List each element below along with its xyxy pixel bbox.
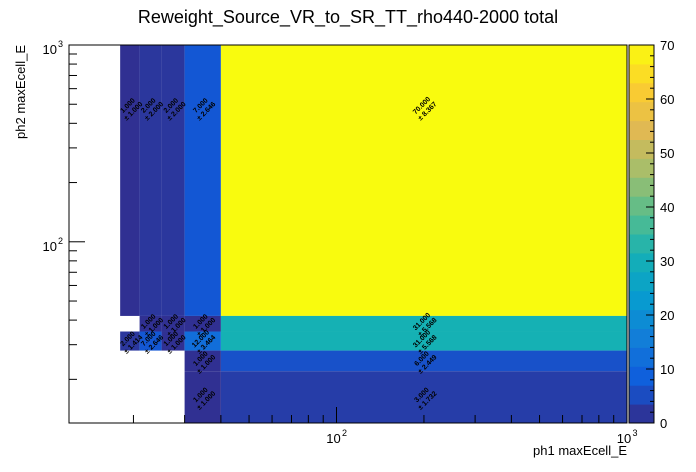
colorbar-band [629, 290, 654, 311]
colorbar-band [629, 196, 654, 216]
heatmap-cell [120, 331, 140, 351]
colorbar-band [629, 120, 654, 140]
x-tick-label: 10 [617, 431, 631, 446]
heatmap-cell [184, 331, 221, 351]
colorbar-band [629, 234, 654, 254]
heatmap-cell [139, 331, 162, 351]
colorbar-frame [628, 44, 655, 424]
chart-title: Reweight_Source_VR_to_SR_TT_rho440-2000 … [138, 7, 558, 28]
heatmap-cell [184, 315, 221, 332]
colorbar-tick-label: 40 [660, 200, 674, 215]
heatmap-cell [184, 350, 221, 372]
heatmap-cells [120, 45, 628, 423]
colorbar-tick-label: 20 [660, 308, 674, 323]
heatmap-cell [184, 45, 221, 316]
colorbar-band [629, 139, 654, 159]
heatmap-cell [220, 45, 628, 316]
heatmap-cell [139, 315, 162, 332]
colorbar-band [629, 158, 654, 178]
heatmap-cell [220, 350, 628, 372]
heatmap-cell [120, 45, 140, 316]
colorbar-band [629, 82, 654, 103]
heatmap-cell [220, 371, 628, 423]
colorbar-band [629, 309, 654, 329]
heatmap-cell [161, 45, 185, 316]
colorbar-band [629, 63, 654, 84]
colorbar-band [629, 366, 654, 386]
y-tick-exponent: 2 [58, 236, 63, 246]
colorbar-tick-label: 70 [660, 38, 674, 53]
y-tick-exponent: 3 [58, 39, 63, 49]
colorbar-tick-label: 30 [660, 254, 674, 269]
x-axis-label: ph1 maxEcell_E [533, 443, 627, 458]
colorbar-band [629, 45, 654, 65]
colorbar-band [629, 271, 654, 292]
heatmap-cell [184, 371, 221, 423]
colorbar-band [629, 347, 654, 367]
y-tick-label: 10 [43, 42, 57, 57]
colorbar-tick-label: 10 [660, 362, 674, 377]
heatmap-cell [220, 331, 628, 351]
colorbar-tick-label: 50 [660, 146, 674, 161]
heatmap-cell [161, 331, 185, 351]
x-axis-ticks: 10 2 10 3 [132, 407, 638, 446]
plot-frame [68, 44, 628, 424]
colorbar-ticks: 0 10 20 30 40 50 60 70 [646, 38, 674, 431]
y-tick-label: 10 [43, 239, 57, 254]
colorbar-band [629, 385, 654, 405]
colorbar-band [629, 404, 654, 424]
colorbar-tick-label: 0 [660, 416, 667, 431]
colorbar-band [629, 252, 654, 273]
y-axis-label: ph2 maxEcell_E [13, 45, 28, 139]
x-tick-label: 10 [326, 431, 340, 446]
colorbar-tick-label: 60 [660, 92, 674, 107]
heatmap-cell [139, 45, 162, 316]
colorbar-band [629, 101, 654, 122]
colorbar-band [629, 215, 654, 235]
colorbar-band [629, 177, 654, 197]
x-tick-exponent: 2 [342, 428, 347, 438]
x-tick-exponent: 3 [632, 428, 637, 438]
heatmap-cell [161, 315, 185, 332]
heatmap-cell [220, 315, 628, 332]
colorbar-band [629, 328, 654, 348]
colorbar [628, 44, 655, 424]
